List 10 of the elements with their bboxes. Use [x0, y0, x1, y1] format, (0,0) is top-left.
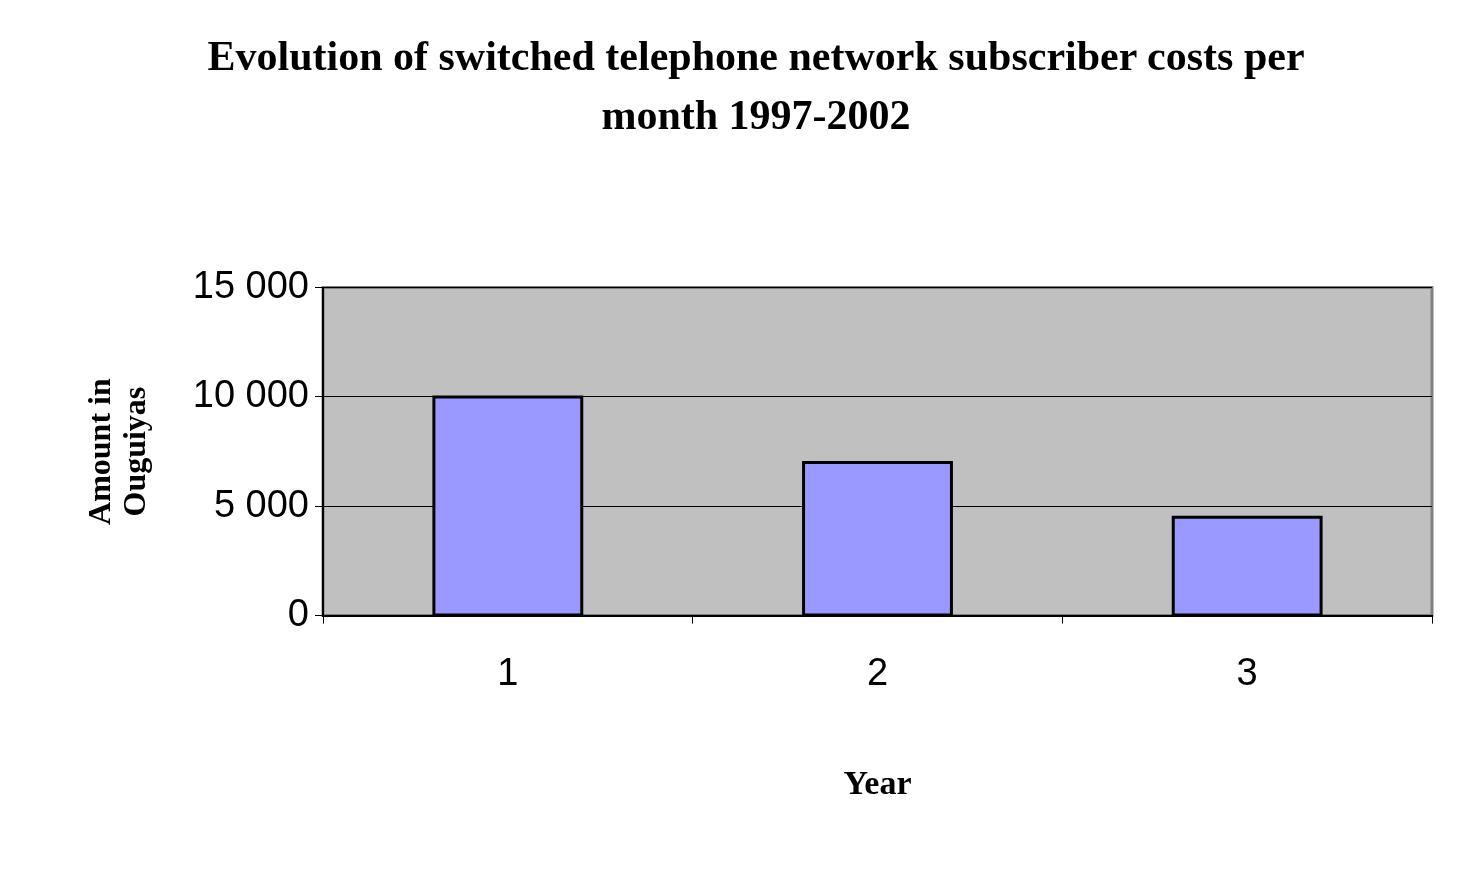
y-tick-label: 0	[287, 592, 309, 635]
y-axis-title: Amount in Ouguiyas	[80, 378, 153, 525]
x-tick-label: 3	[1236, 650, 1258, 693]
y-tick-label: 10 000	[192, 373, 309, 416]
y-tick-label: 5 000	[213, 482, 309, 525]
y-tick-label: 15 000	[192, 264, 309, 307]
chart-title: Evolution of switched telephone network subscriber costs per month 1997-2002	[207, 33, 1305, 139]
x-tick-label: 2	[866, 650, 889, 693]
x-axis-title: Year	[843, 764, 912, 802]
x-tick-label: 1	[497, 650, 519, 693]
